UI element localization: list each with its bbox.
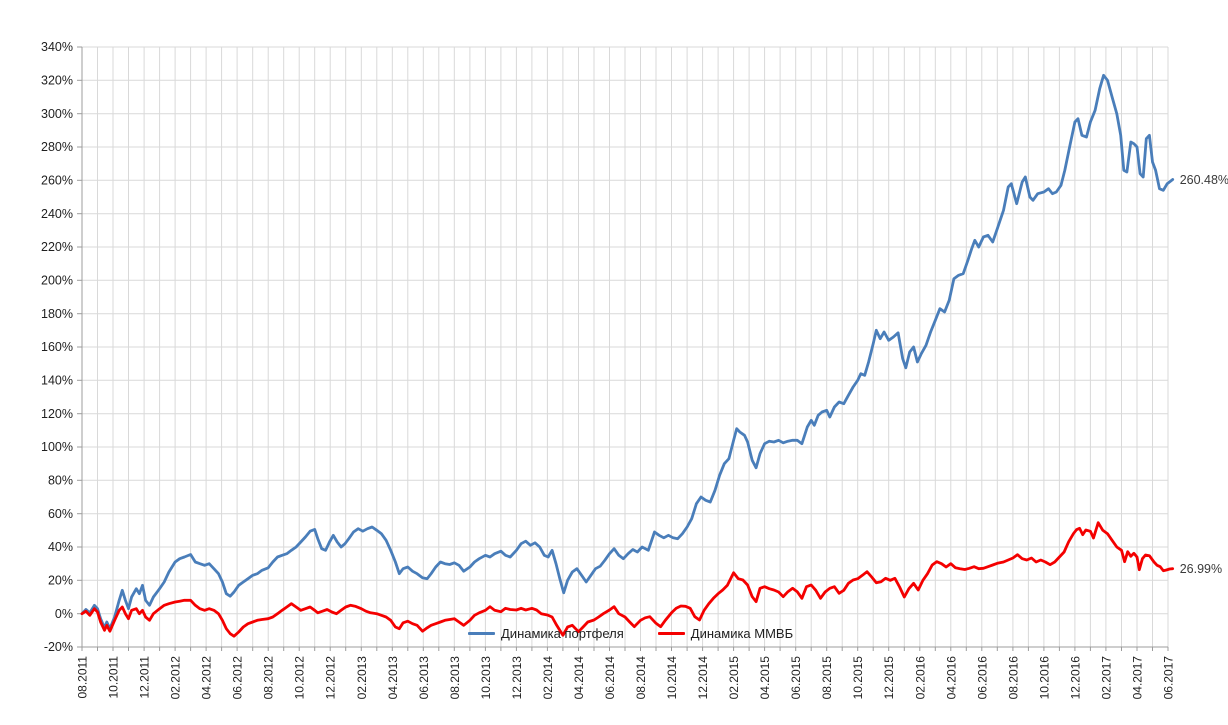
x-axis-label: 10.2016 xyxy=(1037,656,1051,700)
y-axis-label: -20% xyxy=(44,640,73,654)
x-axis-label: 12.2011 xyxy=(138,656,152,699)
legend-item-micex: Динамика ММВБ xyxy=(657,626,794,641)
legend: Динамика портфеля Динамика ММВБ xyxy=(468,626,793,641)
y-axis-label: 240% xyxy=(41,207,73,221)
x-axis-label: 06.2012 xyxy=(231,656,245,700)
legend-label-portfolio: Динамика портфеля xyxy=(501,626,624,641)
y-axis-label: 200% xyxy=(41,274,73,288)
y-axis-label: 60% xyxy=(48,507,73,521)
x-axis-label: 08.2016 xyxy=(1006,656,1020,700)
legend-label-micex: Динамика ММВБ xyxy=(690,626,794,641)
x-axis-label: 12.2015 xyxy=(882,656,896,700)
x-axis-label: 02.2015 xyxy=(727,656,741,700)
y-axis-label: 100% xyxy=(41,440,73,454)
x-axis-label: 06.2015 xyxy=(789,656,803,700)
y-axis-label: 20% xyxy=(48,574,73,588)
x-axis-label: 02.2014 xyxy=(541,656,555,700)
x-axis-label: 06.2016 xyxy=(975,656,989,700)
x-axis-label: 08.2012 xyxy=(262,656,276,700)
y-axis-label: 80% xyxy=(48,474,73,488)
legend-swatch-micex-line xyxy=(657,632,685,635)
y-axis-label: 300% xyxy=(41,107,73,121)
x-axis-label: 02.2016 xyxy=(913,656,927,700)
y-axis-label: 120% xyxy=(41,407,73,421)
y-axis-label: 220% xyxy=(41,240,73,254)
x-axis-label: 02.2013 xyxy=(355,656,369,700)
x-axis-label: 08.2013 xyxy=(448,656,462,700)
y-axis-label: 140% xyxy=(41,374,73,388)
x-axis-label: 04.2015 xyxy=(758,656,772,700)
y-axis-label: 0% xyxy=(55,607,73,621)
x-axis-label: 04.2013 xyxy=(386,656,400,700)
y-axis-label: 40% xyxy=(48,540,73,554)
y-axis-label: 260% xyxy=(41,174,73,188)
x-axis-label: 10.2014 xyxy=(665,656,679,700)
x-axis-label: 08.2011 xyxy=(76,656,90,699)
x-axis-label: 06.2013 xyxy=(417,656,431,700)
x-axis-label: 12.2014 xyxy=(696,656,710,700)
y-axis-label: 160% xyxy=(41,340,73,354)
x-axis-label: 02.2012 xyxy=(169,656,183,700)
x-axis-label: 04.2017 xyxy=(1131,656,1145,700)
x-axis-label: 10.2011 xyxy=(107,656,121,699)
legend-swatch-portfolio-line xyxy=(468,632,495,635)
x-axis-label: 08.2015 xyxy=(820,656,834,700)
x-axis-label: 10.2013 xyxy=(479,656,493,700)
series-end-label-portfolio: 260.48% xyxy=(1180,173,1228,187)
x-axis-label: 12.2016 xyxy=(1068,656,1082,700)
x-axis-label: 10.2015 xyxy=(851,656,865,700)
x-axis-label: 08.2014 xyxy=(634,656,648,700)
y-axis-label: 320% xyxy=(41,74,73,88)
series-line-micex xyxy=(80,521,1175,638)
x-axis-label: 10.2012 xyxy=(293,656,307,700)
legend-item-portfolio: Динамика портфеля xyxy=(468,626,624,641)
y-axis-label: 340% xyxy=(41,40,73,54)
x-axis-label: 02.2017 xyxy=(1099,656,1113,700)
x-axis-label: 12.2013 xyxy=(510,656,524,700)
y-axis-label: 280% xyxy=(41,140,73,154)
x-axis-label: 06.2014 xyxy=(603,656,617,700)
x-axis-label: 04.2016 xyxy=(944,656,958,700)
x-axis-label: 12.2012 xyxy=(324,656,338,700)
series-end-label-micex: 26.99% xyxy=(1180,562,1222,576)
y-axis-label: 180% xyxy=(41,307,73,321)
x-axis-label: 04.2012 xyxy=(200,656,214,700)
series-line-portfolio xyxy=(80,73,1175,631)
x-axis-label: 04.2014 xyxy=(572,656,586,700)
x-axis-label: 06.2017 xyxy=(1162,656,1176,700)
